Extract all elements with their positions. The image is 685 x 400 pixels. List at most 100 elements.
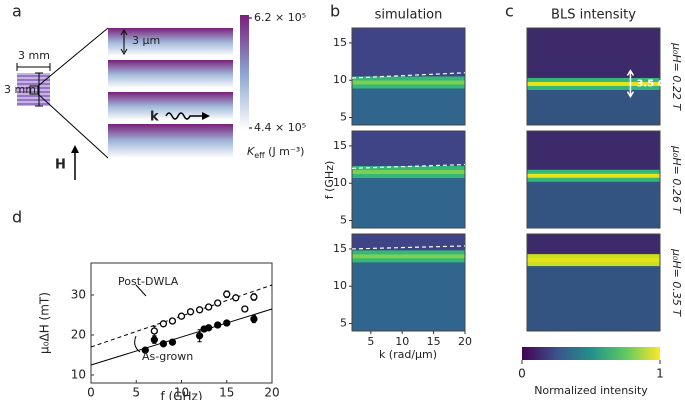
dispersion-line xyxy=(351,245,466,250)
x-tick-label: 0 xyxy=(87,386,95,400)
colorbar-tick-label: 1 xyxy=(656,367,664,381)
x-axis-label: k (rad/μm) xyxy=(379,348,437,361)
lower-band xyxy=(527,175,660,228)
subscript: eff xyxy=(254,151,265,160)
x-tick-label: 10 xyxy=(174,386,189,400)
x-tick-label: 20 xyxy=(458,335,472,348)
lower-band xyxy=(352,172,465,228)
lower-band xyxy=(352,256,465,331)
lower-band xyxy=(527,260,660,331)
field-label: μ₀H= 0.26 T xyxy=(670,145,683,214)
point xyxy=(168,317,177,325)
leader xyxy=(135,284,147,297)
unit: (J m⁻³) xyxy=(265,145,305,158)
field-label: μ₀H= 0.22 T xyxy=(670,42,683,111)
panel-label: c xyxy=(505,2,514,21)
stripes xyxy=(71,28,233,180)
colorbar xyxy=(240,15,249,130)
sample xyxy=(16,27,109,159)
field-label: μ₀H= 0.35 T xyxy=(670,248,683,317)
width-label: 3 mm xyxy=(18,49,50,62)
leader xyxy=(134,335,141,353)
height-label: 3 mm xyxy=(4,83,36,96)
field-label: H xyxy=(55,158,66,173)
dispersion-line xyxy=(351,72,466,79)
y-tick-label: 15 xyxy=(333,139,347,152)
frame xyxy=(526,27,661,126)
point xyxy=(232,294,240,302)
y-tick-label: 10 xyxy=(333,279,347,292)
point xyxy=(204,324,213,332)
point xyxy=(214,321,222,329)
colorbar-tick-label: 4.4 × 10⁵ xyxy=(254,121,306,134)
k-label: k xyxy=(150,110,159,125)
y-tick-label: 10 xyxy=(333,73,347,86)
y-tick-label: 5 xyxy=(340,317,347,330)
point xyxy=(186,308,195,316)
colorbar xyxy=(522,347,660,360)
point xyxy=(250,293,258,301)
panel-a: a 3 mm 3 mm 3 μm k H Keff (J m⁻³) 6.2 × … xyxy=(4,2,306,180)
frame xyxy=(351,233,466,332)
panel-title: BLS intensity xyxy=(551,8,636,23)
point xyxy=(223,290,231,298)
point xyxy=(159,340,168,348)
y-tick-label: 10 xyxy=(71,368,86,382)
lower-band xyxy=(527,83,660,125)
dispersion-line xyxy=(351,163,466,169)
band-core xyxy=(527,258,660,263)
y-tick-label: 30 xyxy=(71,288,86,302)
series-label: As-grown xyxy=(142,350,193,363)
point xyxy=(150,336,159,344)
series-label: Post-DWLA xyxy=(118,275,179,288)
colorbar-tick-label: 0 xyxy=(518,367,526,381)
colorbar-label: Normalized intensity xyxy=(534,384,648,397)
colorbar-label: Keff (J m⁻³) xyxy=(247,145,304,160)
x-tick-label: 15 xyxy=(219,386,234,400)
y-tick-label: 15 xyxy=(333,36,347,49)
spacing-label: 3 μm xyxy=(132,34,160,47)
y-axis-label: μ₀ΔH (mT) xyxy=(38,292,52,354)
y-tick-label: 10 xyxy=(333,176,347,189)
lower-band xyxy=(352,82,465,125)
x-tick-label: 5 xyxy=(132,386,140,400)
annotation: 3.5 GHz xyxy=(636,79,680,90)
frame xyxy=(351,130,466,229)
x-tick-label: 10 xyxy=(395,335,409,348)
panel-d: d 0 5 10 15 20 10 20 30 f (GHz) μ₀ΔH (mT) Post-DWLA… xyxy=(12,208,280,400)
panel-title: simulation xyxy=(375,8,443,23)
band-core xyxy=(352,254,465,259)
point xyxy=(150,327,159,335)
point xyxy=(241,305,249,313)
point xyxy=(214,299,222,307)
fit-line xyxy=(90,284,273,348)
fit-line xyxy=(90,308,273,366)
point xyxy=(250,315,258,323)
point xyxy=(195,332,204,340)
point xyxy=(195,306,204,314)
y-tick-label: 5 xyxy=(340,214,347,227)
x-axis-label: f (GHz) xyxy=(160,390,202,400)
frame xyxy=(526,130,661,229)
panel-label: d xyxy=(12,208,22,227)
y-tick-label: 5 xyxy=(340,111,347,124)
band-core xyxy=(352,170,465,175)
x-tick-label: 5 xyxy=(367,335,374,348)
point xyxy=(204,303,213,311)
point xyxy=(141,346,149,354)
panel-label: b xyxy=(330,2,340,21)
annotation-arrow xyxy=(626,69,635,99)
x-tick-label: 20 xyxy=(264,386,279,400)
panel-label: a xyxy=(12,2,22,21)
point xyxy=(223,319,231,327)
point xyxy=(159,320,168,328)
band-core xyxy=(352,80,465,85)
y-tick-label: 20 xyxy=(71,328,86,342)
frame xyxy=(526,233,661,332)
y-tick-label: 15 xyxy=(333,242,347,255)
point xyxy=(168,338,177,346)
colorbar-tick-label: 6.2 × 10⁵ xyxy=(254,11,306,24)
x-tick-label: 15 xyxy=(427,335,441,348)
frame xyxy=(351,27,466,126)
